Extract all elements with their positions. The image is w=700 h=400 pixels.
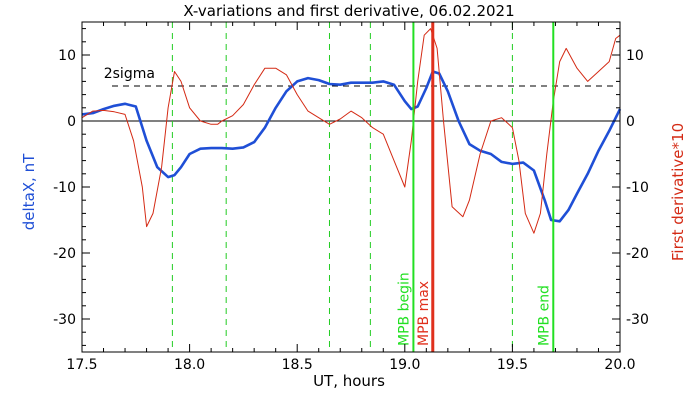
mpb-marker-label: MPB max xyxy=(416,281,432,346)
y-tick-label-left: 0 xyxy=(67,114,76,130)
y-tick-label-right: -20 xyxy=(626,246,649,262)
right-y-axis-label: First derivative*10 xyxy=(669,123,687,261)
sigma-label: 2sigma xyxy=(104,66,155,82)
y-tick-label-left: 10 xyxy=(58,48,76,64)
chart-title: X-variations and first derivative, 06.02… xyxy=(183,2,514,20)
y-tick-label-left: -10 xyxy=(53,180,76,196)
left-y-axis-label: deltaX, nT xyxy=(20,153,38,230)
x-tick-label: 20.0 xyxy=(604,357,635,373)
mpb-marker-label: MPB begin xyxy=(396,272,412,346)
x-tick-label: 19.5 xyxy=(497,357,528,373)
y-tick-label-right: 0 xyxy=(626,114,635,130)
deltax-series-line xyxy=(81,70,622,223)
y-tick-label-right: 10 xyxy=(626,48,644,64)
y-tick-label-left: -20 xyxy=(53,246,76,262)
derivative-series-line xyxy=(81,28,621,234)
x-tick-label: 19.0 xyxy=(389,357,420,373)
y-tick-label-right: -10 xyxy=(626,180,649,196)
x-tick-label: 17.5 xyxy=(66,357,97,373)
x-tick-label: 18.5 xyxy=(282,357,313,373)
x-axis-label: UT, hours xyxy=(313,372,385,390)
y-tick-label-left: -30 xyxy=(53,312,76,328)
y-tick-label-right: -30 xyxy=(626,312,649,328)
x-tick-label: 18.0 xyxy=(174,357,205,373)
mpb-marker-label: MPB end xyxy=(536,285,552,346)
